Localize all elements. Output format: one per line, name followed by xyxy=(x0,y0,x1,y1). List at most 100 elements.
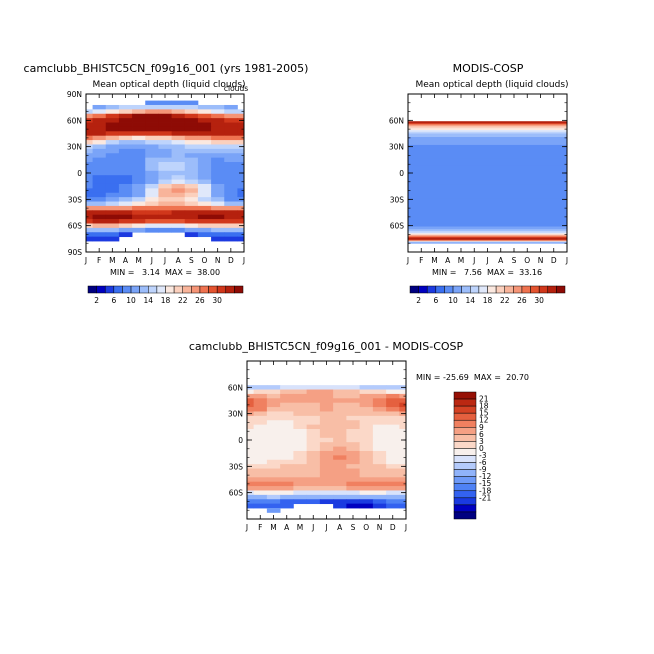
panel-diff-cell xyxy=(386,499,400,505)
panel-model-cell xyxy=(118,183,133,189)
panel-model-cell xyxy=(224,162,238,167)
panel-diff-colorbar-swatch xyxy=(453,504,477,513)
panel-model-cell xyxy=(224,140,238,145)
panel-diff-ytick-label: 60N xyxy=(228,383,243,392)
panel-model-cell xyxy=(224,113,238,119)
panel-obs-colorbar-swatch xyxy=(461,285,471,294)
panel-obs-band xyxy=(408,218,567,220)
panel-diff-cell xyxy=(333,411,347,417)
panel-obs-colorbar-label: 6 xyxy=(433,296,438,305)
panel-obs-band xyxy=(408,180,567,183)
panel-model-cell xyxy=(86,179,93,185)
panel-diff-cell xyxy=(333,398,347,404)
panel-diff-cell xyxy=(247,455,255,461)
panel-diff-cell xyxy=(333,420,347,426)
panel-obs-band xyxy=(408,207,567,209)
panel-model-colorbar-swatch xyxy=(234,285,244,294)
panel-model-cell xyxy=(86,126,93,132)
panel-model-colorbar-label: 26 xyxy=(195,296,205,305)
panel-model-cell xyxy=(86,188,93,194)
panel-model-cell xyxy=(184,100,199,106)
panel-diff-cell xyxy=(359,389,374,395)
panel-model-cell xyxy=(105,210,120,216)
panel-obs-xtick-label: M xyxy=(431,256,437,265)
panel-diff-colorbar-swatch xyxy=(453,476,477,484)
panel-model-cell xyxy=(224,223,238,229)
panel-diff-cell xyxy=(253,503,268,509)
panel-diff-cell xyxy=(399,407,407,412)
panel-diff-cell xyxy=(319,442,334,447)
panel-model-cell xyxy=(92,153,107,159)
panel-diff-cell xyxy=(253,402,268,408)
panel-diff-cell xyxy=(293,407,308,412)
panel-model-cell xyxy=(224,214,238,220)
panel-model-cell xyxy=(224,166,238,172)
panel-model-cell xyxy=(171,140,186,145)
panel-model-cell xyxy=(158,175,172,180)
panel-obs-band xyxy=(408,154,567,156)
panel-diff-cell xyxy=(280,503,294,509)
panel-model-ytick-label: 30S xyxy=(68,195,83,204)
panel-diff-cell xyxy=(386,490,400,496)
panel-diff-cell xyxy=(293,393,308,399)
panel-obs-colorbar: 2 6 10 14 18 22 26 30 xyxy=(409,285,566,305)
panel-diff-colorbar-label: -18 xyxy=(479,486,491,495)
panel-diff-cell xyxy=(386,486,400,491)
panel-obs-colorbar-swatch xyxy=(547,285,557,294)
panel-obs-band xyxy=(408,192,567,194)
panel-diff-colorbar-label: 18 xyxy=(479,402,489,411)
panel-diff-cell xyxy=(247,486,255,491)
panel-model-cell xyxy=(86,157,93,163)
panel-diff-cell xyxy=(266,450,281,456)
panel-diff-cell xyxy=(253,481,268,487)
panel-diff-cell xyxy=(386,398,400,404)
panel-diff-cell xyxy=(280,486,294,491)
panel-model-cell xyxy=(118,148,133,154)
panel-model-cell xyxy=(237,219,245,224)
panel-diff-cell xyxy=(253,468,268,474)
panel-diff-cell xyxy=(306,450,321,456)
panel-model-cell xyxy=(224,210,238,216)
panel-diff-cell xyxy=(372,389,387,395)
panel-obs-band xyxy=(408,136,567,138)
panel-diff-cell xyxy=(346,420,361,426)
panel-model-colorbar-swatch xyxy=(182,285,192,294)
panel-diff-colorbar-swatch xyxy=(453,427,477,435)
panel-model-cell xyxy=(184,197,199,202)
panel-diff-xtick-label: J xyxy=(404,523,407,532)
panel-diff-xtick-label: F xyxy=(258,523,262,532)
panel-diff-cell xyxy=(266,494,281,500)
panel-diff-cell xyxy=(372,499,387,505)
panel-diff-cell xyxy=(247,499,255,505)
panel-obs-band xyxy=(408,151,567,154)
panel-model-cell xyxy=(145,219,159,224)
panel-obs-colorbar-label: 10 xyxy=(448,296,458,305)
panel-model-cell xyxy=(224,201,238,207)
panel-obs-band xyxy=(408,177,567,179)
panel-model-cell xyxy=(132,135,146,141)
panel-diff-cell xyxy=(372,490,387,496)
panel-diff-cell xyxy=(306,385,321,390)
panel-diff-cell xyxy=(247,446,255,452)
panel-diff-cell xyxy=(306,393,321,399)
panel-obs-xtick-label: O xyxy=(524,256,530,265)
panel-model-cell xyxy=(197,214,212,220)
panel-model-ytick-label: 90S xyxy=(68,248,83,257)
panel-diff-cell xyxy=(266,442,281,447)
panel-model-cell xyxy=(158,166,172,172)
panel-model-cell xyxy=(184,162,199,167)
panel-model-cell xyxy=(184,175,199,180)
panel-obs-xtick-label: S xyxy=(512,256,517,265)
panel-diff-cell xyxy=(319,450,334,456)
panel-obs-band xyxy=(408,217,567,220)
panel-model-cell xyxy=(118,227,133,233)
panel-model-cell xyxy=(158,153,172,159)
panel-model-cell xyxy=(118,210,133,216)
panel-model-cell xyxy=(197,170,212,176)
panel-model-heatmap xyxy=(86,100,245,242)
panel-diff-cell xyxy=(306,472,321,478)
panel-diff-cell xyxy=(280,398,294,404)
panel-model-cell xyxy=(145,140,159,145)
panel-diff-ytick-label: 60S xyxy=(229,489,244,498)
panel-model-cell xyxy=(118,144,133,150)
